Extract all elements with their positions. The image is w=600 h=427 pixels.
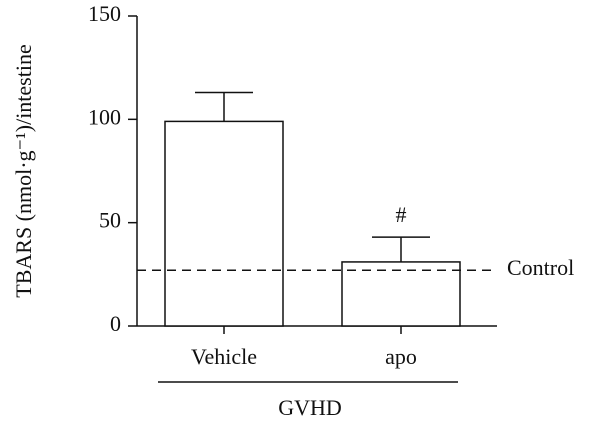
bar xyxy=(341,261,461,327)
bar xyxy=(164,120,284,327)
y-tick-label: 50 xyxy=(99,208,121,233)
reference-label: Control xyxy=(507,255,574,280)
y-axis-label: TBARS (nmol·g⁻¹)/intestine xyxy=(11,44,36,297)
y-tick-label: 0 xyxy=(110,311,121,336)
x-tick-label: Vehicle xyxy=(191,344,257,369)
y-tick-label: 150 xyxy=(88,1,121,26)
x-tick-label: apo xyxy=(385,344,417,369)
y-tick-label: 100 xyxy=(88,104,121,129)
group-label: GVHD xyxy=(278,395,342,420)
annotation: # xyxy=(396,202,407,227)
